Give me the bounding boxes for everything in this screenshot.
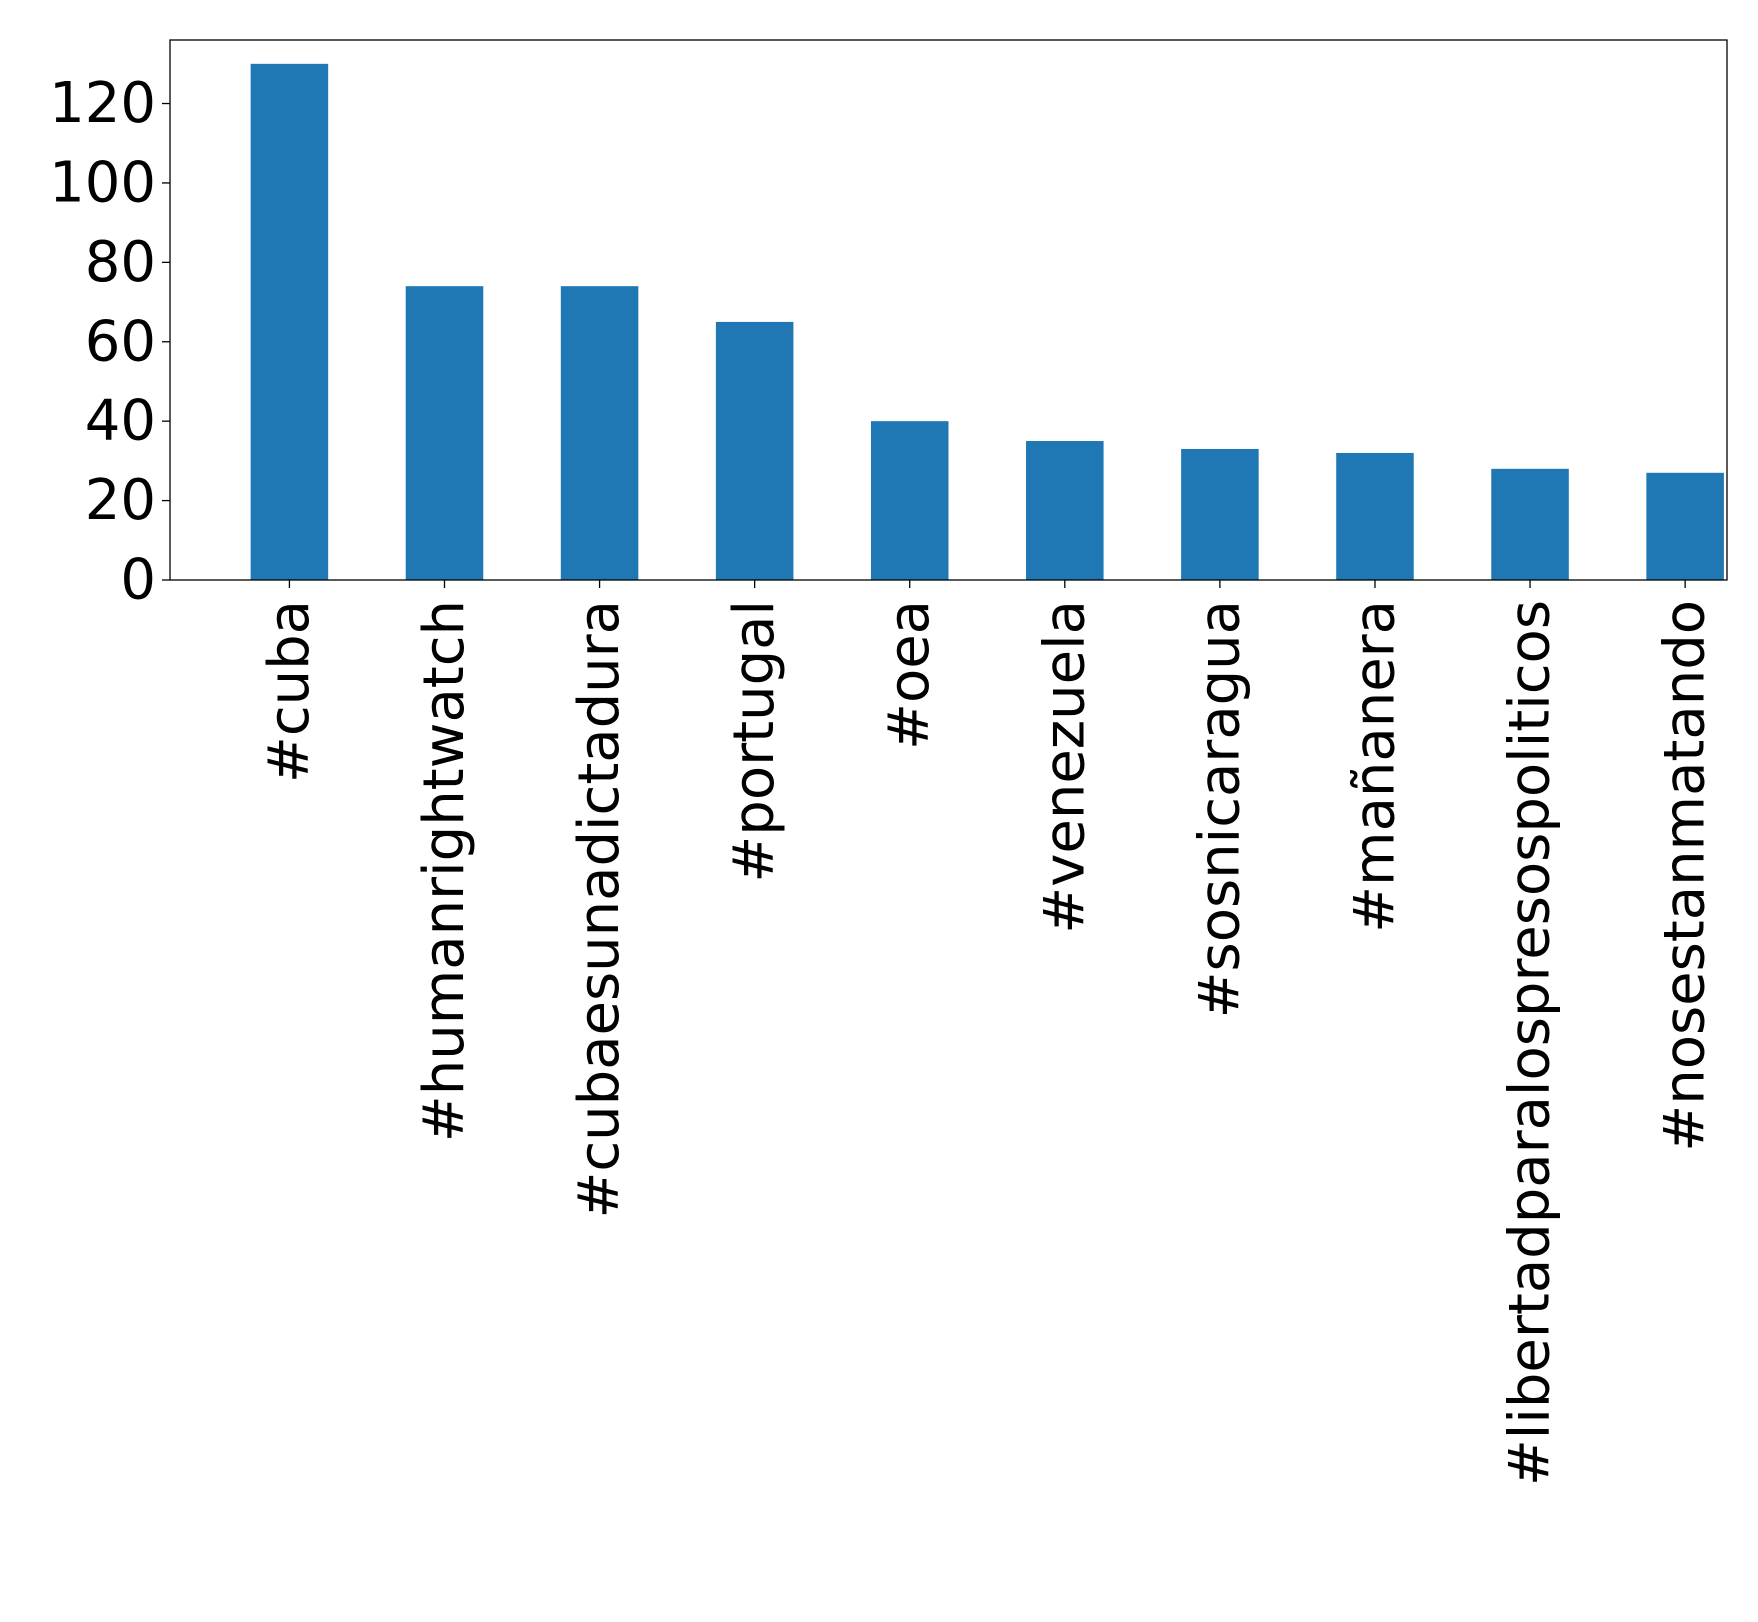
bar-cuba (250, 63, 329, 580)
y-tick-label: 120 (49, 71, 156, 136)
bar-cubaesunadictadura (560, 286, 639, 580)
x-tick-label: #nosestanmatando (1653, 600, 1718, 1152)
y-tick-label: 20 (85, 468, 156, 533)
y-tick-label: 100 (49, 150, 156, 215)
bars-group (250, 63, 1724, 580)
bar-nosestanmatando (1646, 472, 1724, 580)
x-axis: #cuba #humanrightwatch #cubaesunadictadura… (257, 580, 1718, 1486)
bar-oea (870, 421, 949, 580)
bar-libertadparalospresospoliticos (1491, 468, 1569, 580)
x-tick-label: #mañanera (1342, 600, 1407, 933)
x-tick-label: #sosnicaragua (1187, 600, 1252, 1018)
x-tick-label: #cuba (257, 600, 322, 783)
bar-ma-anera (1336, 452, 1414, 580)
bar-venezuela (1026, 441, 1104, 580)
x-tick-label: #portugal (722, 600, 787, 883)
bar-humanrightwatch (405, 286, 484, 580)
y-tick-label: 0 (120, 548, 156, 613)
bar-sosnicaragua (1181, 448, 1259, 580)
x-tick-label: #libertadparalospresospoliticos (1498, 600, 1563, 1486)
y-tick-label: 60 (85, 309, 156, 374)
x-tick-label: #oea (877, 600, 942, 750)
y-tick-label: 40 (85, 389, 156, 454)
bar-portugal (715, 321, 794, 580)
y-axis: 0 20 40 60 80 100 120 (49, 71, 170, 613)
x-tick-label: #cubaesunadictadura (567, 600, 632, 1219)
y-tick-label: 80 (85, 230, 156, 295)
x-tick-label: #humanrightwatch (412, 600, 477, 1142)
x-tick-label: #venezuela (1032, 600, 1097, 934)
plot-frame (169, 39, 1728, 581)
